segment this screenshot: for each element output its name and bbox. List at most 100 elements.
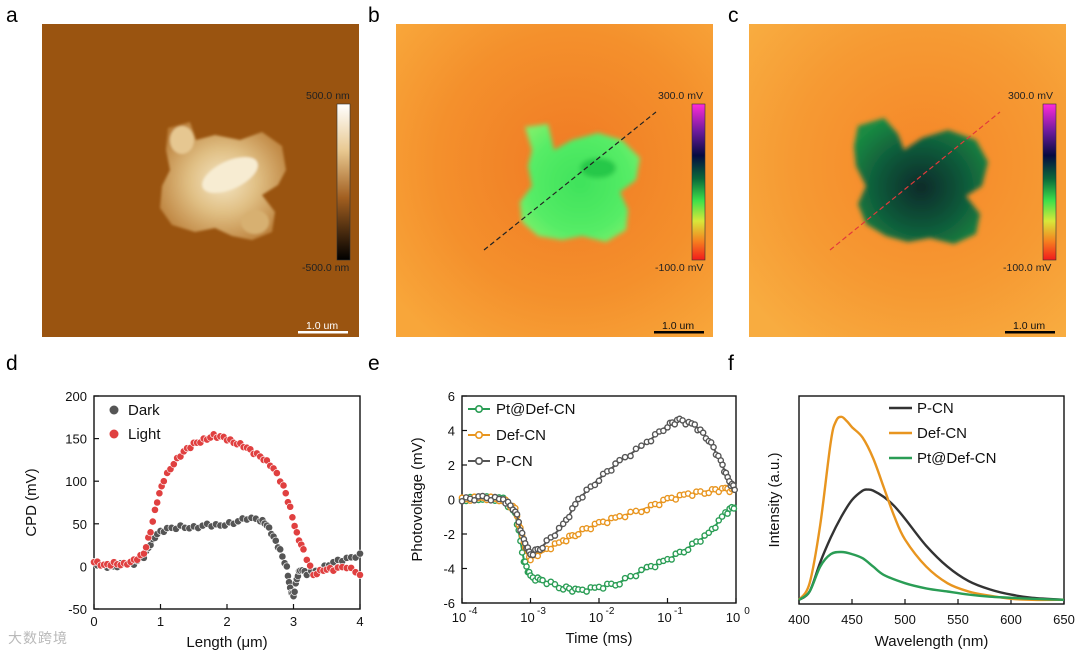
data-point (616, 456, 623, 464)
panel-letter-b: b (368, 4, 380, 27)
data-point (146, 528, 155, 537)
data-point (569, 505, 576, 512)
data-point (599, 585, 607, 592)
data-point (627, 572, 634, 580)
data-point (660, 427, 667, 435)
x-tick-label: 10 (726, 610, 740, 625)
data-point (621, 453, 629, 461)
panel-letter: e (368, 352, 380, 375)
series-line (798, 415, 1065, 602)
x-tick-label: 10 (589, 610, 603, 625)
data-point (148, 517, 157, 526)
data-point (286, 502, 295, 511)
colorbar-max-label: 300.0 mV (658, 90, 703, 102)
data-point (292, 528, 301, 537)
data-point (555, 524, 563, 532)
data-point (529, 551, 537, 559)
panel-letter: d (6, 352, 18, 375)
x-tick-label: 550 (947, 612, 969, 627)
x-tick-exponent: -3 (537, 606, 546, 617)
x-tick-exponent: -4 (469, 606, 478, 617)
series-line (798, 488, 1065, 601)
data-point (169, 460, 178, 469)
data-point (159, 477, 168, 486)
legend-label: Dark (128, 402, 160, 419)
data-point (278, 552, 287, 561)
y-axis-title: CPD (mV) (23, 468, 40, 536)
scalebar-label: 1.0 um (1013, 320, 1045, 332)
particle-potential-dark (520, 124, 640, 242)
data-point (282, 562, 291, 571)
series-light (90, 429, 364, 579)
x-axis-title: Wavelength (nm) (875, 633, 989, 650)
colorbar-max-label: 500.0 nm (306, 90, 350, 102)
data-point (572, 500, 579, 508)
data-point (579, 494, 586, 501)
y-tick-label: -6 (443, 596, 455, 611)
data-point (551, 532, 559, 539)
data-point (684, 546, 692, 554)
series-pt@def-cn (798, 456, 1065, 601)
y-tick-label: 2 (448, 458, 455, 473)
x-tick-label: 650 (1053, 612, 1075, 627)
colorbar-max-label: 300.0 mV (1008, 90, 1053, 102)
y-tick-label: 150 (65, 432, 87, 447)
x-tick-label: 10 (520, 610, 534, 625)
data-point (730, 505, 738, 512)
data-point (608, 467, 615, 474)
data-point (290, 587, 299, 596)
legend-marker (474, 430, 483, 439)
data-point (458, 498, 466, 505)
data-point (288, 513, 297, 522)
plot-frame (798, 395, 1065, 605)
data-point (306, 561, 315, 570)
series-line (798, 550, 1065, 601)
data-point (655, 501, 663, 509)
x-tick-label: 3 (290, 614, 297, 629)
data-point (668, 556, 675, 563)
data-point (710, 443, 717, 451)
data-point (272, 469, 281, 477)
x-axis-title: Length (μm) (186, 634, 267, 651)
data-point (651, 563, 659, 571)
data-point (155, 489, 164, 498)
x-tick-label: 400 (788, 612, 810, 627)
series-p-cn (458, 415, 738, 559)
data-point (284, 572, 292, 580)
data-point (627, 508, 634, 516)
data-point (281, 489, 290, 498)
x-tick-label: 10 (452, 610, 466, 625)
data-point (551, 581, 559, 588)
scalebar-label: 1.0 um (306, 320, 338, 332)
data-point (575, 530, 582, 538)
data-point (603, 519, 611, 527)
data-point (302, 555, 311, 564)
particle-topography (160, 122, 286, 240)
colorbar-potential-light (1042, 103, 1057, 261)
data-point (632, 445, 640, 453)
legend-label: Pt@Def-CN (917, 450, 996, 467)
line-profile-dark (483, 111, 657, 251)
data-point (632, 572, 640, 580)
data-point (271, 536, 280, 545)
series-def-cn (458, 430, 738, 564)
data-point (697, 538, 704, 545)
y-tick-label: -50 (68, 602, 87, 617)
data-point (616, 581, 623, 588)
x-tick-label: 1 (157, 614, 164, 629)
data-point (265, 523, 274, 532)
data-point (539, 576, 546, 584)
legend-label: Pt@Def-CN (496, 401, 575, 418)
data-point (562, 537, 570, 545)
line-profile-light (829, 111, 1001, 251)
data-point (583, 486, 590, 494)
data-point (688, 492, 696, 499)
scalebar (298, 331, 348, 334)
y-tick-label: -4 (443, 562, 455, 577)
data-point (587, 525, 595, 533)
y-tick-label: 50 (73, 517, 87, 532)
data-point (691, 421, 699, 428)
